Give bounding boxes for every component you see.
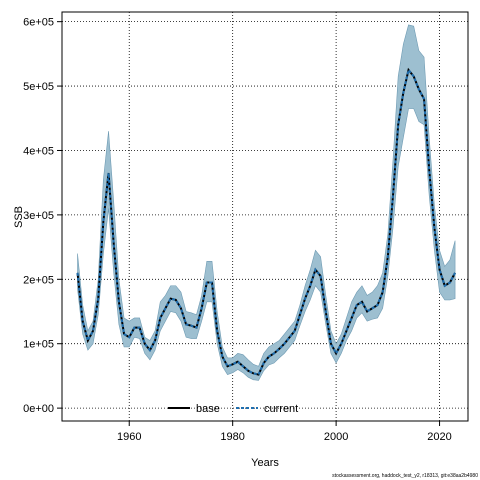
x-axis: 1960 1980 2000 2020 [117, 421, 452, 443]
plot-area-border [61, 11, 469, 422]
legend-current-label: current [264, 403, 298, 415]
confidence-band [77, 24, 456, 381]
legend-base-label: base [196, 403, 220, 415]
y-tick-label: 0e+00 [23, 403, 54, 415]
x-tick-label: 1980 [220, 431, 244, 443]
y-axis-title: SSB [13, 206, 25, 228]
y-tick-label: 6e+05 [23, 17, 54, 29]
footnote: stockassessment.org, haddock_test_y2, r1… [332, 473, 478, 479]
legend: base current [168, 403, 298, 415]
y-tick-label: 3e+05 [23, 210, 54, 222]
y-tick-label: 1e+05 [23, 339, 54, 351]
grid-lines [62, 12, 468, 421]
y-tick-label: 2e+05 [23, 274, 54, 286]
x-axis-title: Years [251, 457, 279, 469]
series-lines [76, 67, 456, 376]
confidence-band-area [77, 24, 456, 381]
x-tick-label: 2020 [427, 431, 451, 443]
y-tick-label: 4e+05 [23, 145, 54, 157]
series-line-current [76, 67, 456, 376]
x-tick-label: 1960 [117, 431, 141, 443]
x-tick-label: 2000 [324, 431, 348, 443]
y-tick-label: 5e+05 [23, 81, 54, 93]
y-axis: 0e+00 1e+05 2e+05 3e+05 4e+05 5e+05 6e+05 [23, 17, 62, 415]
